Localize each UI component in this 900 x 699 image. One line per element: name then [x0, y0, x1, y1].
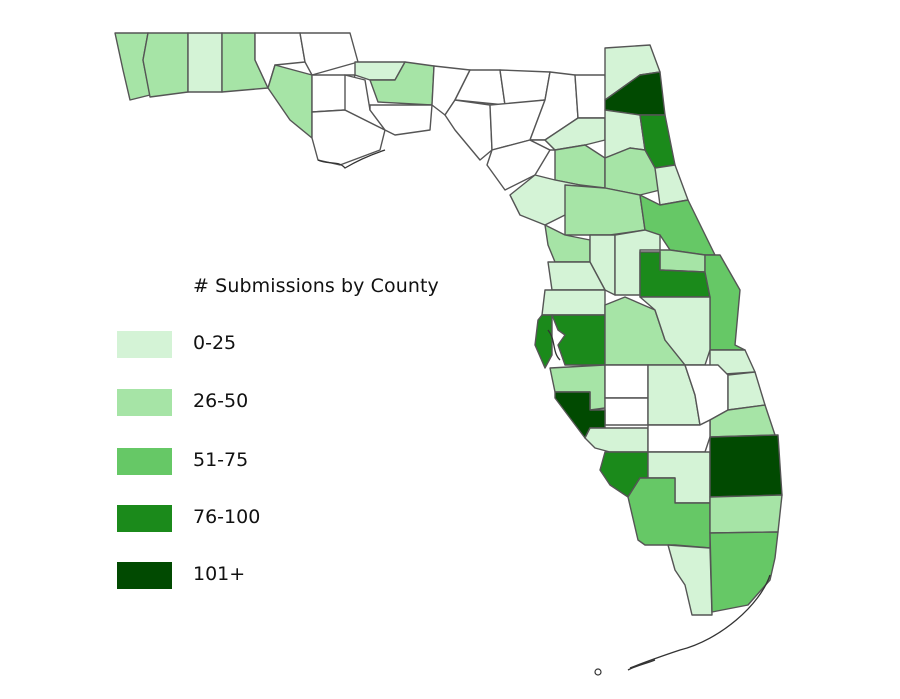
- county-hardee: [604, 364, 649, 399]
- legend-item-0-25: 0-25: [117, 331, 417, 358]
- county-santa-rosa: [142, 32, 189, 98]
- county-bay: [267, 64, 313, 139]
- county-lake: [614, 229, 661, 296]
- county-pasco: [541, 289, 606, 316]
- dry-tortugas-island: [594, 668, 602, 676]
- legend-item-51-75: 51-75: [117, 448, 417, 475]
- county-levy: [509, 174, 581, 226]
- county-glades: [647, 419, 711, 453]
- county-monroe: [667, 544, 713, 616]
- legend-swatch: [117, 505, 172, 532]
- legend-label: 26-50: [193, 390, 249, 412]
- county-taylor: [444, 99, 493, 161]
- county-st-lucie: [727, 371, 766, 411]
- legend-swatch: [117, 389, 172, 416]
- county-charlotte: [584, 427, 649, 453]
- apalachicola-coast: [317, 149, 386, 169]
- county-okaloosa: [187, 32, 223, 93]
- county-miami-dade: [709, 531, 779, 613]
- florida-keys: [627, 574, 771, 671]
- county-palm-beach: [709, 434, 783, 498]
- legend-label: 76-100: [193, 506, 261, 528]
- legend-swatch: [117, 331, 172, 358]
- legend-item-101-plus: 101+: [117, 562, 417, 589]
- county-jackson: [299, 32, 359, 76]
- county-desoto: [604, 397, 649, 426]
- county-pinellas: [534, 314, 553, 369]
- legend-label: 0-25: [193, 332, 237, 354]
- county-baker: [574, 74, 608, 119]
- legend-item-26-50: 26-50: [117, 389, 417, 416]
- county-brevard: [704, 254, 746, 351]
- county-broward: [709, 494, 783, 534]
- county-hillsborough: [551, 314, 606, 366]
- legend-swatch: [117, 562, 172, 589]
- tampa-bay-coast: [547, 329, 561, 361]
- legend-title: # Submissions by County: [193, 275, 439, 297]
- legend-label: 51-75: [193, 449, 249, 471]
- county-flagler: [654, 164, 689, 206]
- legend-label: 101+: [193, 563, 246, 585]
- legend-swatch: [117, 448, 172, 475]
- county-sumter: [589, 234, 616, 296]
- legend-item-76-100: 76-100: [117, 505, 417, 532]
